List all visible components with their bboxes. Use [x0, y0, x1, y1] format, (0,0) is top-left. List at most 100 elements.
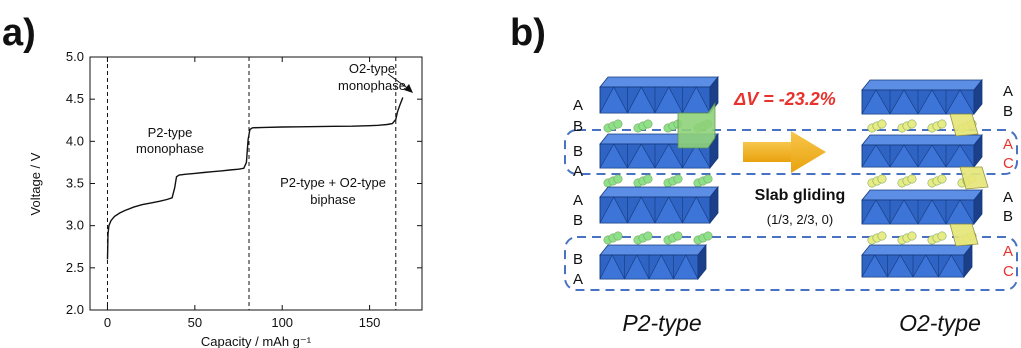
crystal-structures [599, 75, 989, 281]
y-tick-label: 4.0 [66, 133, 84, 148]
p2-sodium-ion [613, 119, 623, 129]
o2-octahedral-site [949, 113, 979, 137]
p2-stacking-letter: A [573, 192, 583, 209]
dashed-box-lower [564, 236, 1018, 291]
octahedron-facet [861, 199, 891, 225]
octahedron-facet [861, 89, 891, 115]
y-axis-title: Voltage / V [28, 152, 43, 215]
octahedron-facet [912, 254, 940, 278]
p2-region-line1: P2-type [148, 125, 193, 140]
o2-stacking-letter: B [1003, 208, 1013, 225]
p2-slab-3 [599, 185, 719, 225]
p2-sodium-ion [673, 231, 683, 241]
octahedron-facet [654, 143, 684, 169]
p2-stacking-letter: B [573, 212, 583, 229]
octahedron-facet [861, 254, 889, 278]
o2-pointer-arrow-head [404, 84, 413, 93]
x-axis: 0 50 100 150 [104, 57, 381, 330]
o2-octahedral-site [959, 166, 989, 190]
slab-top [599, 186, 719, 198]
p2-sodium-ion [703, 231, 713, 241]
octahedron-facet [917, 89, 947, 115]
p2-stacking-letter: B [573, 251, 583, 268]
p2-sodium-ion [643, 174, 653, 184]
octahedron-facet [917, 144, 947, 168]
p2-stacking-letter: A [573, 271, 583, 288]
slab-gliding-title: Slab gliding [755, 187, 846, 204]
x-tick-label: 150 [359, 315, 381, 330]
slab-top [861, 79, 983, 91]
slab-side [709, 185, 719, 225]
octahedron-facet [599, 254, 625, 280]
glide-vector-label: (1/3, 2/3, 0) [767, 212, 833, 227]
p2-stacking-letter: B [573, 143, 583, 160]
o2-slab-2 [861, 133, 983, 169]
y-tick-label: 5.0 [66, 49, 84, 64]
o2-sodium-ion [877, 119, 887, 129]
phase-boundaries [106, 57, 397, 310]
slab-side [973, 78, 983, 116]
o2-stacking-letter: C [1003, 263, 1014, 280]
o2-slab-1 [861, 78, 983, 116]
octahedron-facet [648, 254, 674, 280]
y-tick-label: 3.5 [66, 176, 84, 191]
o2-stacking-letter: A [1003, 189, 1013, 206]
p2-stacking-letter: A [573, 97, 583, 114]
octahedron-facet [681, 143, 711, 169]
octahedron-facet [889, 144, 919, 168]
slab-side [697, 243, 707, 281]
o2-octahedral-site [949, 223, 979, 247]
gliding-arrow-icon [743, 131, 826, 173]
y-axis: 2.0 2.5 3.0 3.5 4.0 4.5 5.0 [66, 49, 422, 317]
p2-sodium-ion [643, 231, 653, 241]
octahedron-facet [627, 86, 656, 114]
y-tick-label: 4.5 [66, 91, 84, 106]
o2-slab-4 [861, 243, 973, 279]
p2-slab-1 [599, 75, 719, 115]
o2-sodium-ion [877, 174, 887, 184]
volume-change-label: ΔV = -23.2% [733, 89, 836, 109]
octahedron-facet [682, 196, 711, 224]
o2-region-line2: monophase [338, 78, 406, 93]
slab-top [599, 76, 719, 88]
o2-type-label: O2-type [899, 310, 981, 336]
x-tick-label: 50 [188, 315, 202, 330]
octahedron-facet [917, 199, 947, 225]
p2-stacking-letter: B [573, 118, 583, 135]
x-tick-label: 0 [104, 315, 111, 330]
o2-sodium-ion [907, 119, 917, 129]
biphase-region-line1: P2-type + O2-type [280, 175, 386, 190]
octahedron-facet [654, 86, 683, 114]
o2-sodium-ion [907, 174, 917, 184]
o2-sodium-ion [937, 231, 947, 241]
panel-b-label: b) [510, 12, 546, 54]
slab-top [861, 134, 983, 146]
p2-sodium-ion [673, 174, 683, 184]
y-tick-label: 3.0 [66, 218, 84, 233]
biphase-region-line2: biphase [310, 192, 356, 207]
x-axis-title: Capacity / mAh g⁻¹ [201, 334, 312, 348]
voltage-curve [106, 97, 404, 260]
y-tick-label: 2.5 [66, 260, 84, 275]
o2-stacking-letter: A [1003, 83, 1013, 100]
octahedron-facet [654, 196, 683, 224]
dashed-box-upper [564, 129, 1018, 175]
p2-slab-2 [599, 132, 719, 170]
x-tick-label: 100 [271, 315, 293, 330]
o2-sodium-ion [937, 119, 947, 129]
slab-side [973, 133, 983, 169]
o2-sodium-ion [937, 174, 947, 184]
octahedron-facet [599, 143, 629, 169]
octahedron-facet [626, 143, 656, 169]
octahedron-facet [861, 144, 891, 168]
octahedron-facet [599, 86, 628, 114]
p2-type-label: P2-type [622, 310, 701, 336]
p2-stacking-letter: A [573, 163, 583, 180]
slab-top [861, 244, 973, 256]
octahedron-facet [886, 254, 914, 278]
slab-side [709, 75, 719, 115]
octahedron-facet [673, 254, 699, 280]
slab-side [963, 243, 973, 279]
o2-region-line1: O2-type [349, 61, 395, 76]
